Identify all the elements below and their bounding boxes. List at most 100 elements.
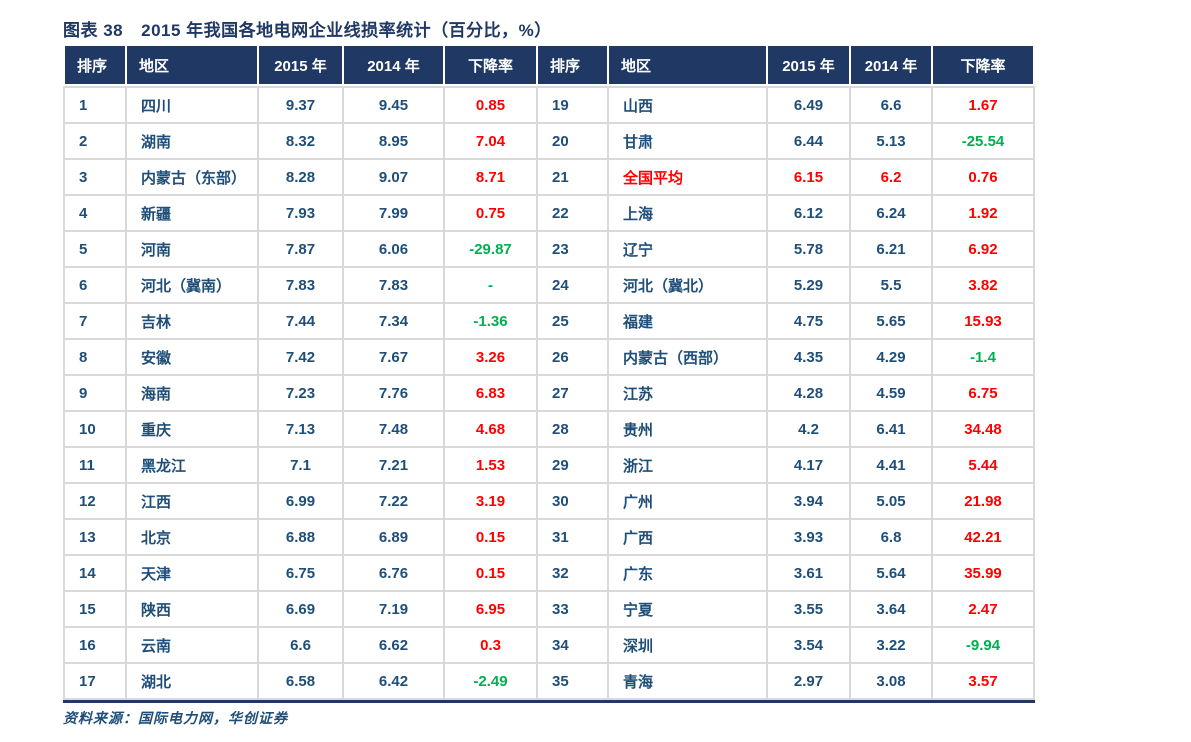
rank-cell: 9 xyxy=(65,376,125,410)
region-cell: 宁夏 xyxy=(609,592,766,626)
value-2015-cell: 3.93 xyxy=(768,520,849,554)
value-2015-cell: 6.75 xyxy=(259,556,342,590)
value-2015-cell: 6.44 xyxy=(768,124,849,158)
decline-cell: 8.71 xyxy=(445,160,536,194)
region-cell: 天津 xyxy=(127,556,257,590)
region-cell: 黑龙江 xyxy=(127,448,257,482)
value-2014-cell: 6.24 xyxy=(851,196,931,230)
decline-cell: 21.98 xyxy=(933,484,1033,518)
value-2015-cell: 7.23 xyxy=(259,376,342,410)
region-cell: 北京 xyxy=(127,520,257,554)
header-decline: 下降率 xyxy=(933,46,1033,84)
decline-cell: 42.21 xyxy=(933,520,1033,554)
rank-cell: 8 xyxy=(65,340,125,374)
decline-cell: 34.48 xyxy=(933,412,1033,446)
rank-cell: 14 xyxy=(65,556,125,590)
value-2014-cell: 6.42 xyxy=(344,664,443,698)
value-2015-cell: 3.54 xyxy=(768,628,849,662)
value-2014-cell: 4.29 xyxy=(851,340,931,374)
decline-cell: 0.3 xyxy=(445,628,536,662)
rank-cell: 20 xyxy=(538,124,607,158)
decline-cell: 6.95 xyxy=(445,592,536,626)
value-2014-cell: 5.5 xyxy=(851,268,931,302)
header-region: 地区 xyxy=(127,46,257,84)
decline-cell: 0.76 xyxy=(933,160,1033,194)
decline-cell: 1.92 xyxy=(933,196,1033,230)
figure-caption: 2015 年我国各地电网企业线损率统计（百分比，%） xyxy=(141,21,552,40)
value-2014-cell: 7.83 xyxy=(344,268,443,302)
decline-cell: 3.19 xyxy=(445,484,536,518)
region-cell: 青海 xyxy=(609,664,766,698)
region-cell: 江苏 xyxy=(609,376,766,410)
header-rank: 排序 xyxy=(65,46,125,84)
value-2014-cell: 6.8 xyxy=(851,520,931,554)
region-cell: 浙江 xyxy=(609,448,766,482)
region-cell: 广东 xyxy=(609,556,766,590)
rank-cell: 21 xyxy=(538,160,607,194)
decline-cell: 0.85 xyxy=(445,88,536,122)
region-cell: 福建 xyxy=(609,304,766,338)
value-2014-cell: 9.45 xyxy=(344,88,443,122)
header-2014: 2014 年 xyxy=(344,46,443,84)
region-cell: 广州 xyxy=(609,484,766,518)
decline-cell: 2.47 xyxy=(933,592,1033,626)
region-cell: 海南 xyxy=(127,376,257,410)
value-2014-cell: 7.99 xyxy=(344,196,443,230)
rank-cell: 29 xyxy=(538,448,607,482)
decline-cell: 0.15 xyxy=(445,520,536,554)
value-2015-cell: 6.88 xyxy=(259,520,342,554)
header-2015: 2015 年 xyxy=(259,46,342,84)
region-cell: 湖北 xyxy=(127,664,257,698)
decline-cell: 1.53 xyxy=(445,448,536,482)
rank-cell: 13 xyxy=(65,520,125,554)
decline-cell: -1.4 xyxy=(933,340,1033,374)
decline-cell: 3.82 xyxy=(933,268,1033,302)
rank-cell: 31 xyxy=(538,520,607,554)
decline-cell: 0.15 xyxy=(445,556,536,590)
value-2015-cell: 3.55 xyxy=(768,592,849,626)
rank-cell: 27 xyxy=(538,376,607,410)
value-2014-cell: 6.2 xyxy=(851,160,931,194)
rank-cell: 17 xyxy=(65,664,125,698)
region-cell: 新疆 xyxy=(127,196,257,230)
value-2015-cell: 7.44 xyxy=(259,304,342,338)
value-2014-cell: 9.07 xyxy=(344,160,443,194)
decline-cell: 1.67 xyxy=(933,88,1033,122)
value-2014-cell: 6.21 xyxy=(851,232,931,266)
value-2014-cell: 6.89 xyxy=(344,520,443,554)
decline-cell: 35.99 xyxy=(933,556,1033,590)
rank-cell: 1 xyxy=(65,88,125,122)
value-2014-cell: 7.34 xyxy=(344,304,443,338)
header-decline: 下降率 xyxy=(445,46,536,84)
rank-cell: 15 xyxy=(65,592,125,626)
value-2015-cell: 6.99 xyxy=(259,484,342,518)
value-2015-cell: 2.97 xyxy=(768,664,849,698)
region-cell: 湖南 xyxy=(127,124,257,158)
rank-cell: 28 xyxy=(538,412,607,446)
region-cell: 河南 xyxy=(127,232,257,266)
decline-cell: -29.87 xyxy=(445,232,536,266)
value-2015-cell: 8.32 xyxy=(259,124,342,158)
value-2015-cell: 5.78 xyxy=(768,232,849,266)
decline-cell: 15.93 xyxy=(933,304,1033,338)
rank-cell: 2 xyxy=(65,124,125,158)
header-2014: 2014 年 xyxy=(851,46,931,84)
value-2014-cell: 5.64 xyxy=(851,556,931,590)
value-2014-cell: 6.06 xyxy=(344,232,443,266)
header-rank: 排序 xyxy=(538,46,607,84)
region-cell: 甘肃 xyxy=(609,124,766,158)
rank-cell: 12 xyxy=(65,484,125,518)
value-2014-cell: 7.19 xyxy=(344,592,443,626)
decline-cell: 6.92 xyxy=(933,232,1033,266)
value-2015-cell: 4.17 xyxy=(768,448,849,482)
figure-title: 图表 38 2015 年我国各地电网企业线损率统计（百分比，%） xyxy=(63,16,552,41)
value-2015-cell: 7.13 xyxy=(259,412,342,446)
rank-cell: 32 xyxy=(538,556,607,590)
value-2014-cell: 5.05 xyxy=(851,484,931,518)
region-cell: 全国平均 xyxy=(609,160,766,194)
region-cell: 重庆 xyxy=(127,412,257,446)
decline-cell: 6.83 xyxy=(445,376,536,410)
value-2015-cell: 6.6 xyxy=(259,628,342,662)
value-2014-cell: 7.21 xyxy=(344,448,443,482)
rank-cell: 33 xyxy=(538,592,607,626)
